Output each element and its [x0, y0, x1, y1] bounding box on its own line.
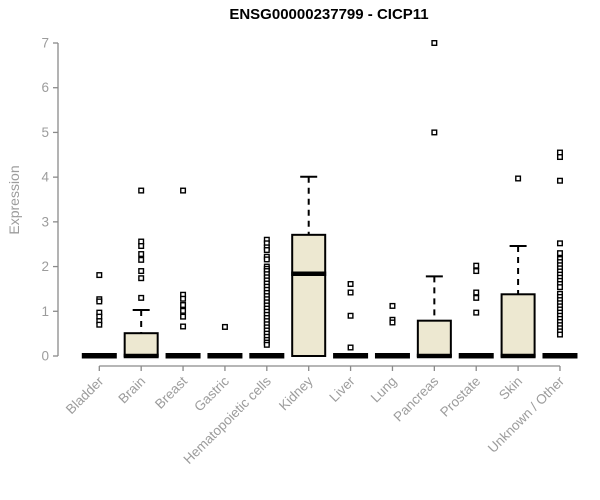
y-tick-label: 1 — [41, 304, 49, 319]
x-tick-label-liver: Liver — [326, 373, 358, 405]
outlier-point-brain — [138, 275, 145, 282]
median-line-prostate — [458, 353, 494, 359]
outlier-point-skin — [515, 175, 522, 182]
x-tick-label-skin: Skin — [496, 374, 525, 403]
x-tick-label-lung: Lung — [368, 374, 400, 406]
outlier-point-bladder — [96, 298, 103, 305]
outlier-point-unknown-other — [556, 177, 563, 184]
outlier-point-prostate — [473, 294, 480, 301]
y-tick-label: 4 — [41, 170, 49, 185]
outlier-point-pancreas — [431, 129, 438, 136]
outlier-point-breast — [180, 187, 187, 194]
outlier-point-prostate — [473, 268, 480, 275]
outlier-point-prostate — [473, 289, 480, 296]
median-line-hematopoietic-cells — [249, 353, 285, 359]
y-tick-label: 5 — [41, 125, 49, 140]
outlier-point-brain — [138, 256, 145, 263]
y-tick-label: 0 — [41, 349, 49, 364]
outlier-point-hematopoietic-cells — [263, 341, 270, 348]
outlier-point-breast — [180, 313, 187, 320]
median-line-gastric — [207, 353, 243, 359]
outlier-point-brain — [138, 243, 145, 250]
chart-title: ENSG00000237799 - CICP11 — [229, 6, 429, 23]
outlier-point-liver — [347, 312, 354, 319]
median-line-unknown-other — [542, 353, 578, 359]
outlier-point-unknown-other — [556, 240, 563, 247]
outlier-point-brain — [138, 251, 145, 258]
box-kidney — [291, 233, 327, 357]
outlier-point-lung — [389, 302, 396, 309]
x-tick-label-breast: Breast — [152, 373, 190, 411]
box-pancreas — [416, 319, 452, 358]
y-tick-label: 7 — [41, 36, 49, 51]
outlier-point-liver — [347, 344, 354, 351]
outlier-point-gastric — [221, 323, 228, 330]
outlier-point-breast — [180, 295, 187, 302]
y-tick-label: 3 — [41, 214, 49, 229]
outlier-point-brain — [138, 187, 145, 194]
outlier-point-prostate — [473, 262, 480, 269]
outlier-point-unknown-other — [556, 154, 563, 161]
median-line-liver — [333, 353, 369, 359]
x-tick-label-brain: Brain — [115, 374, 148, 407]
outlier-point-liver — [347, 289, 354, 296]
x-tick-label-unknown-other: Unknown / Other — [485, 373, 568, 456]
box-brain — [123, 332, 159, 357]
outlier-point-unknown-other — [556, 284, 563, 291]
outlier-point-bladder — [96, 321, 103, 328]
box-skin — [500, 293, 536, 357]
outlier-point-breast — [180, 323, 187, 330]
x-tick-label-pancreas: Pancreas — [391, 373, 442, 424]
median-line-breast — [165, 353, 201, 359]
median-line-lung — [374, 353, 410, 359]
outlier-point-liver — [347, 281, 354, 288]
outlier-point-brain — [138, 268, 145, 275]
y-tick-label: 6 — [41, 80, 49, 95]
outlier-point-lung — [389, 319, 396, 326]
outlier-point-unknown-other — [556, 250, 563, 257]
outlier-point-prostate — [473, 309, 480, 316]
outlier-point-pancreas — [431, 40, 438, 47]
x-tick-label-bladder: Bladder — [63, 373, 107, 417]
outlier-point-bladder — [96, 272, 103, 279]
outlier-point-unknown-other — [556, 331, 563, 338]
outlier-point-hematopoietic-cells — [263, 247, 270, 254]
outlier-point-breast — [180, 307, 187, 314]
x-tick-label-gastric: Gastric — [191, 373, 232, 414]
x-tick-label-prostate: Prostate — [437, 374, 483, 420]
median-line-bladder — [81, 353, 117, 359]
outlier-point-hematopoietic-cells — [263, 256, 270, 263]
x-tick-label-kidney: Kidney — [276, 373, 316, 413]
y-tick-label: 2 — [41, 259, 49, 274]
outlier-point-breast — [180, 302, 187, 309]
outlier-point-brain — [138, 294, 145, 301]
